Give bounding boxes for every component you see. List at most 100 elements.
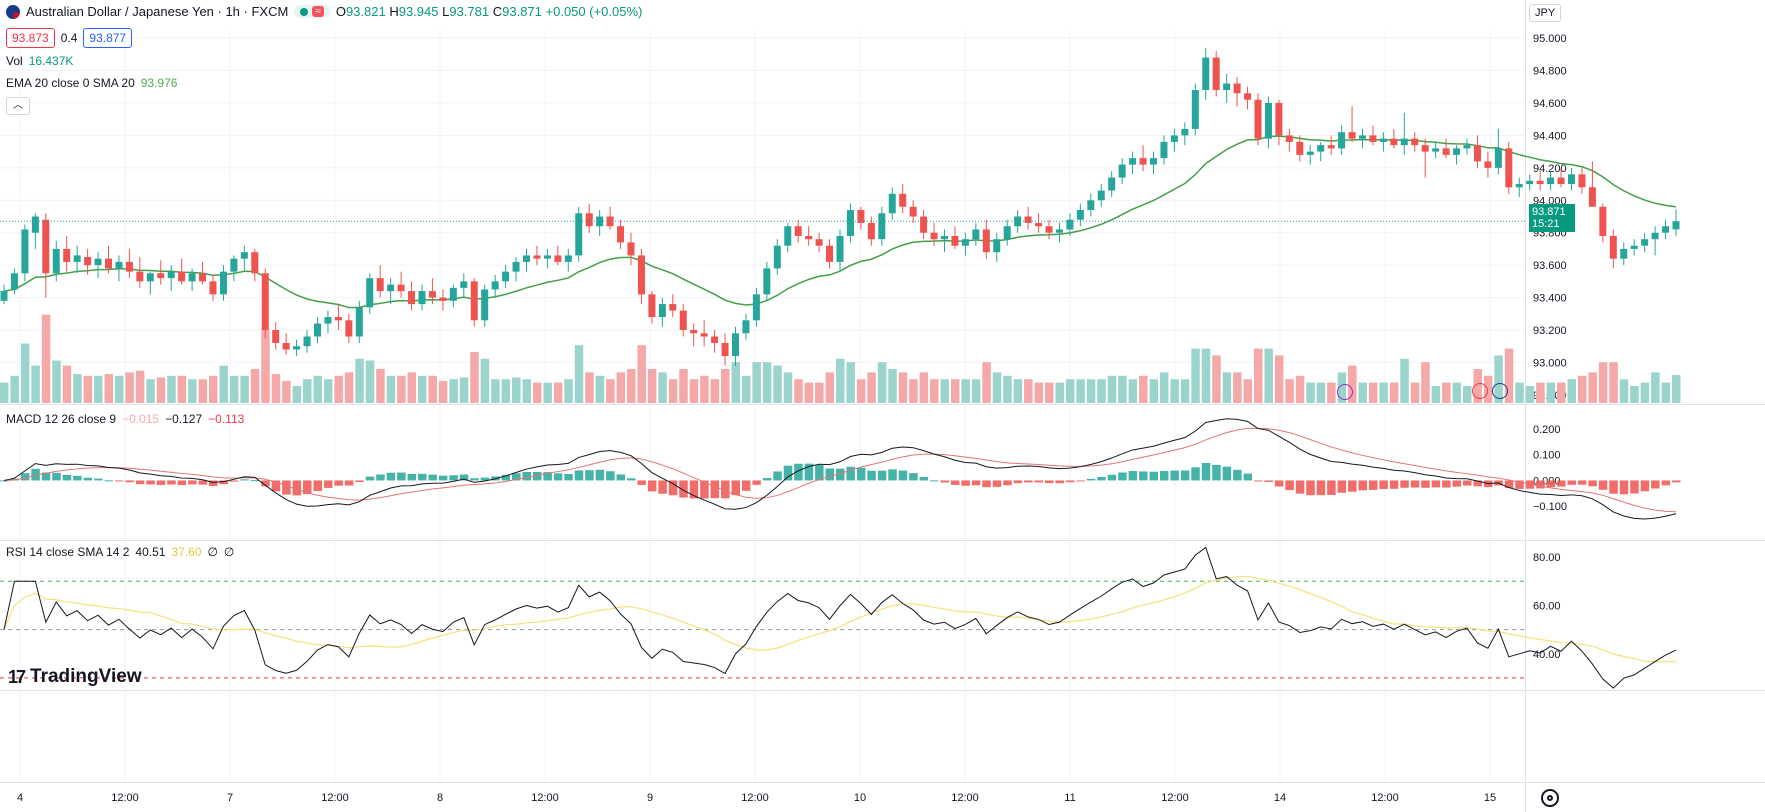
candle-body	[1306, 151, 1314, 155]
volume-bar	[459, 377, 469, 403]
candle-body	[543, 255, 551, 259]
volume-label: Vol	[6, 54, 23, 68]
candle-body	[397, 284, 405, 292]
macd-histogram-bar	[700, 480, 709, 499]
candle-body	[1317, 145, 1325, 152]
buy-button[interactable]: 93.877	[83, 28, 133, 48]
volume-bar	[543, 382, 552, 403]
volume-bar	[114, 375, 124, 403]
time-tick-label: 8	[437, 792, 443, 804]
volume-bar	[491, 379, 500, 403]
volume-bar	[1630, 386, 1639, 403]
volume-bar	[94, 375, 103, 403]
volume-bar	[428, 375, 437, 403]
candle-body	[366, 278, 374, 308]
volume-bar	[1525, 386, 1535, 403]
macd-histogram-bar	[1630, 480, 1639, 494]
macd-histogram-bar	[470, 478, 479, 481]
candle-body	[355, 307, 363, 337]
lightning-icon[interactable]	[1337, 384, 1353, 400]
price-tick-label: 94.400	[1533, 130, 1567, 142]
volume-bar	[627, 369, 636, 403]
candle-body	[878, 213, 886, 240]
candle-body	[554, 255, 562, 262]
macd-histogram-bar	[41, 472, 51, 481]
volume-bar	[407, 372, 417, 403]
alert-icon[interactable]	[1472, 383, 1488, 399]
volume-bar	[532, 382, 542, 403]
macd-histogram-bar	[1097, 476, 1106, 481]
candle-body	[84, 257, 92, 266]
candle-body	[21, 229, 29, 274]
macd-histogram-bar	[710, 480, 720, 499]
symbol-title[interactable]: Australian Dollar / Japanese Yen · 1h · …	[26, 4, 289, 19]
candle-body	[1515, 184, 1523, 188]
volume-bar	[877, 362, 887, 403]
candle-body	[1411, 138, 1419, 146]
volume-bar	[1264, 348, 1273, 403]
candle-body	[836, 235, 844, 262]
settings-gear-icon[interactable]	[1541, 789, 1559, 807]
candle-body	[1327, 145, 1335, 149]
candle-body	[617, 226, 625, 243]
volume-bar	[355, 358, 364, 403]
market-status[interactable]: ≈	[294, 5, 330, 18]
volume-bar	[282, 380, 291, 403]
rsi-sma-line	[3, 575, 1677, 663]
candle-body	[794, 226, 802, 236]
ema-legend[interactable]: EMA 20 close 0 SMA 20 93.976	[6, 76, 177, 90]
candle-body	[888, 193, 896, 214]
candle-body	[1651, 232, 1659, 240]
candle-body	[1170, 135, 1178, 142]
candle-body	[1223, 83, 1231, 91]
candle-body	[1494, 148, 1502, 168]
candle-body	[815, 239, 823, 246]
candle-body	[178, 271, 186, 282]
macd-histogram-bar	[564, 473, 573, 481]
volume-bar	[804, 382, 814, 403]
macd-histogram-bar	[637, 480, 646, 485]
volume-bar	[1609, 362, 1618, 403]
volume-bar	[689, 379, 699, 403]
volume-bar	[1567, 379, 1576, 403]
macd-histogram-bar	[386, 472, 396, 481]
spread-value: 0.4	[60, 31, 78, 45]
currency-label[interactable]: JPY	[1529, 4, 1562, 22]
macd-histogram-bar	[1316, 480, 1326, 496]
volume-bar	[1128, 379, 1138, 403]
macd-histogram-bar	[1431, 480, 1441, 488]
volume-bar	[480, 358, 490, 403]
candle-body	[805, 235, 813, 240]
macd-histogram-bar	[355, 480, 364, 482]
macd-histogram-bar	[1118, 472, 1127, 481]
macd-histogram-bar	[229, 480, 239, 482]
macd-histogram-bar	[282, 480, 291, 495]
tradingview-logo[interactable]: 17 TradingView	[8, 666, 142, 688]
collapse-legend-button[interactable]: ︿	[6, 97, 30, 115]
macd-histogram-bar	[104, 480, 113, 482]
volume-legend[interactable]: Vol 16.437K	[6, 54, 73, 68]
candle-body	[606, 216, 614, 227]
macd-histogram-bar	[323, 480, 333, 488]
macd-histogram-bar	[825, 468, 835, 481]
candle-body	[951, 235, 959, 246]
economic-event-icon[interactable]	[1492, 383, 1508, 399]
candle-body	[1473, 145, 1481, 162]
rsi-tick-label: 80.00	[1533, 552, 1561, 564]
macd-histogram-bar	[1201, 462, 1211, 481]
candle-body	[1233, 83, 1241, 94]
macd-histogram-bar	[1222, 466, 1232, 481]
rsi-legend[interactable]: RSI 14 close SMA 14 2 40.51 37.60 ∅ ∅	[6, 545, 234, 559]
macd-legend[interactable]: MACD 12 26 close 9 −0.015 −0.127 −0.113	[6, 412, 244, 426]
sell-button[interactable]: 93.873	[6, 28, 55, 48]
candle-body	[219, 271, 227, 295]
macd-histogram-bar	[1577, 480, 1587, 485]
candle-body	[408, 291, 416, 305]
macd-histogram-bar	[647, 480, 657, 492]
macd-histogram-bar	[1400, 480, 1409, 488]
macd-histogram-bar	[198, 480, 208, 485]
candle-body	[1150, 158, 1157, 165]
macd-histogram-bar	[1003, 480, 1012, 486]
time-tick-label: 9	[647, 792, 653, 804]
